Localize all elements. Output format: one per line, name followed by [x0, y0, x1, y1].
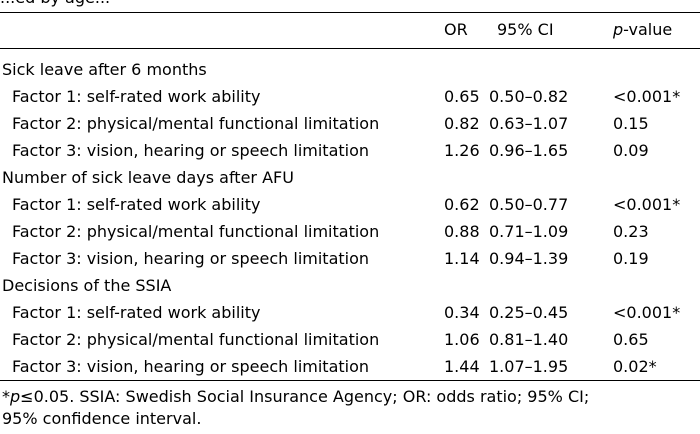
- or-value: 1.14: [444, 249, 480, 268]
- p-value: <0.001*: [613, 195, 681, 214]
- table-body: Sick leave after 6 months Factor 1: self…: [0, 56, 700, 380]
- column-header-p-value: p-value: [613, 18, 672, 42]
- p-value: 0.09: [613, 141, 649, 160]
- table-footnote: *p≤0.05. SSIA: Swedish Social Insurance …: [2, 386, 698, 430]
- or-value: 0.82: [444, 114, 480, 133]
- table-row: Factor 3: vision, hearing or speech limi…: [0, 137, 700, 164]
- p-value: 0.23: [613, 222, 649, 241]
- ci-value: 0.63–1.07: [489, 114, 569, 133]
- section-heading-row: Decisions of the SSIA: [0, 272, 700, 299]
- top-rule: [0, 12, 700, 13]
- or-value: 0.65: [444, 87, 480, 106]
- p-value: 0.02*: [613, 357, 657, 376]
- ci-value: 0.71–1.09: [489, 222, 569, 241]
- p-value: <0.001*: [613, 87, 681, 106]
- table-row: Factor 2: physical/mental functional lim…: [0, 326, 700, 353]
- p-value: 0.65: [613, 330, 649, 349]
- factor-label: Factor 2: physical/mental functional lim…: [12, 330, 380, 349]
- factor-label: Factor 3: vision, hearing or speech limi…: [12, 357, 370, 376]
- table-row: Factor 2: physical/mental functional lim…: [0, 218, 700, 245]
- column-header-ci: 95% CI: [497, 20, 554, 39]
- ci-value: 0.96–1.65: [489, 141, 569, 160]
- or-value: 0.62: [444, 195, 480, 214]
- factor-label: Factor 2: physical/mental functional lim…: [12, 114, 380, 133]
- or-value: 0.34: [444, 303, 480, 322]
- p-value-suffix: -value: [623, 20, 673, 39]
- bottom-rule: [0, 380, 700, 381]
- header-rule: [0, 48, 700, 49]
- or-value: 1.44: [444, 357, 480, 376]
- p-value: 0.15: [613, 114, 649, 133]
- factor-label: Factor 3: vision, hearing or speech limi…: [12, 141, 370, 160]
- table-row: Factor 3: vision, hearing or speech limi…: [0, 353, 700, 380]
- footnote-star: *: [2, 387, 10, 406]
- section-title: Number of sick leave days after AFU: [2, 168, 294, 187]
- section-heading-row: Number of sick leave days after AFU: [0, 164, 700, 191]
- ci-value: 0.50–0.82: [489, 87, 569, 106]
- footnote-line-1: *p≤0.05. SSIA: Swedish Social Insurance …: [2, 386, 698, 408]
- p-italic: p: [613, 20, 624, 39]
- ci-value: 0.50–0.77: [489, 195, 569, 214]
- or-value: 1.26: [444, 141, 480, 160]
- p-value: 0.19: [613, 249, 649, 268]
- ci-value: 0.25–0.45: [489, 303, 569, 322]
- factor-label: Factor 1: self-rated work ability: [12, 303, 261, 322]
- factor-label: Factor 1: self-rated work ability: [12, 87, 261, 106]
- table-row: Factor 2: physical/mental functional lim…: [0, 110, 700, 137]
- ci-value: 0.94–1.39: [489, 249, 569, 268]
- ci-value: 0.81–1.40: [489, 330, 569, 349]
- column-header-or: OR: [444, 20, 468, 39]
- section-title: Decisions of the SSIA: [2, 276, 172, 295]
- or-value: 1.06: [444, 330, 480, 349]
- footnote-line-1-text: ≤0.05. SSIA: Swedish Social Insurance Ag…: [20, 387, 590, 406]
- factor-label: Factor 1: self-rated work ability: [12, 195, 261, 214]
- ci-value: 1.07–1.95: [489, 357, 569, 376]
- p-value: <0.001*: [613, 303, 681, 322]
- table-row: Factor 1: self-rated work ability 0.62 0…: [0, 191, 700, 218]
- section-heading-row: Sick leave after 6 months: [0, 56, 700, 83]
- factor-label: Factor 3: vision, hearing or speech limi…: [12, 249, 370, 268]
- footnote-p-italic: p: [10, 387, 21, 406]
- table-row: Factor 1: self-rated work ability 0.65 0…: [0, 83, 700, 110]
- factor-label: Factor 2: physical/mental functional lim…: [12, 222, 380, 241]
- section-title: Sick leave after 6 months: [2, 60, 207, 79]
- footnote-line-2: 95% confidence interval.: [2, 409, 202, 428]
- partial-heading: ...ed by age...: [0, 0, 110, 8]
- or-value: 0.88: [444, 222, 480, 241]
- table-row: Factor 3: vision, hearing or speech limi…: [0, 245, 700, 272]
- table-row: Factor 1: self-rated work ability 0.34 0…: [0, 299, 700, 326]
